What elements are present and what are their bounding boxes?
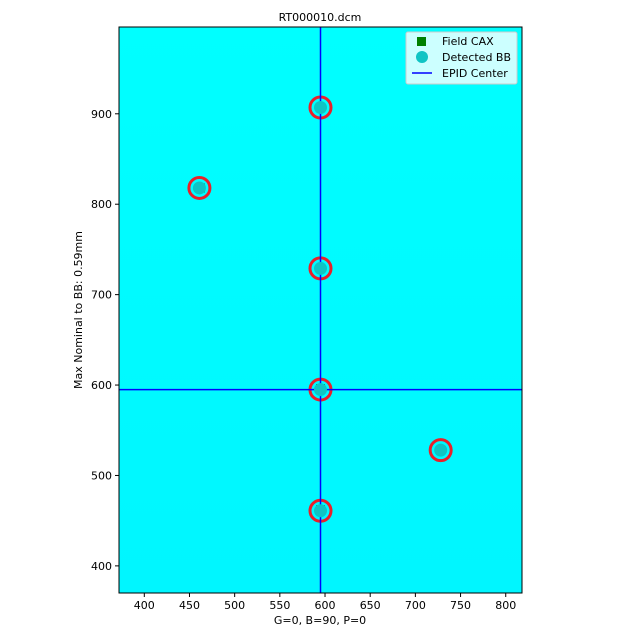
detected-bb-marker-1 — [314, 504, 327, 518]
legend-detected-bb-marker — [416, 51, 428, 63]
y-tick-label-500: 500 — [91, 469, 112, 482]
legend-field-cax-label: Field CAX — [442, 35, 494, 48]
legend-box — [405, 31, 518, 85]
x-tick-label-800: 800 — [495, 599, 516, 612]
legend-epid-center-label: EPID Center — [442, 67, 508, 80]
detected-bb-marker-3 — [314, 383, 327, 397]
y-tick-label-800: 800 — [91, 198, 112, 211]
x-tick-label-750: 750 — [450, 599, 471, 612]
plot-frame — [118, 26, 523, 594]
x-tick-label-600: 600 — [315, 599, 336, 612]
y-axis-label: Max Nominal to BB: 0.59mm — [72, 231, 85, 389]
detected-bb-marker-4 — [314, 261, 327, 275]
chart-title: RT000010.dcm — [279, 11, 362, 24]
y-tick-label-700: 700 — [91, 289, 112, 302]
legend-field-cax-marker — [417, 37, 426, 46]
legend-detected-bb-label: Detected BB — [442, 51, 511, 64]
detected-bb-marker-6 — [314, 100, 327, 114]
y-tick-label-400: 400 — [91, 560, 112, 573]
detected-bb-marker-5 — [192, 181, 206, 195]
legend: Field CAX Detected BB EPID Center — [405, 31, 518, 85]
x-axis-label: G=0, B=90, P=0 — [274, 614, 366, 627]
x-tick-label-450: 450 — [179, 599, 200, 612]
detected-bb-layer — [192, 100, 448, 518]
x-tick-label-400: 400 — [134, 599, 155, 612]
detected-bb-marker-2 — [434, 443, 448, 457]
x-tick-label-650: 650 — [360, 599, 381, 612]
plot-area — [119, 27, 522, 593]
x-tick-label-500: 500 — [224, 599, 245, 612]
y-axis-ticks: 400 500 600 700 800 900 — [91, 108, 119, 573]
y-tick-label-600: 600 — [91, 379, 112, 392]
x-tick-label-700: 700 — [405, 599, 426, 612]
bb-edge-ring-2 — [428, 438, 453, 463]
x-tick-label-550: 550 — [269, 599, 290, 612]
y-tick-label-900: 900 — [91, 108, 112, 121]
x-axis-ticks: 400 450 500 550 600 650 700 750 800 — [134, 593, 516, 612]
bb-edge-ring-5 — [187, 175, 212, 200]
